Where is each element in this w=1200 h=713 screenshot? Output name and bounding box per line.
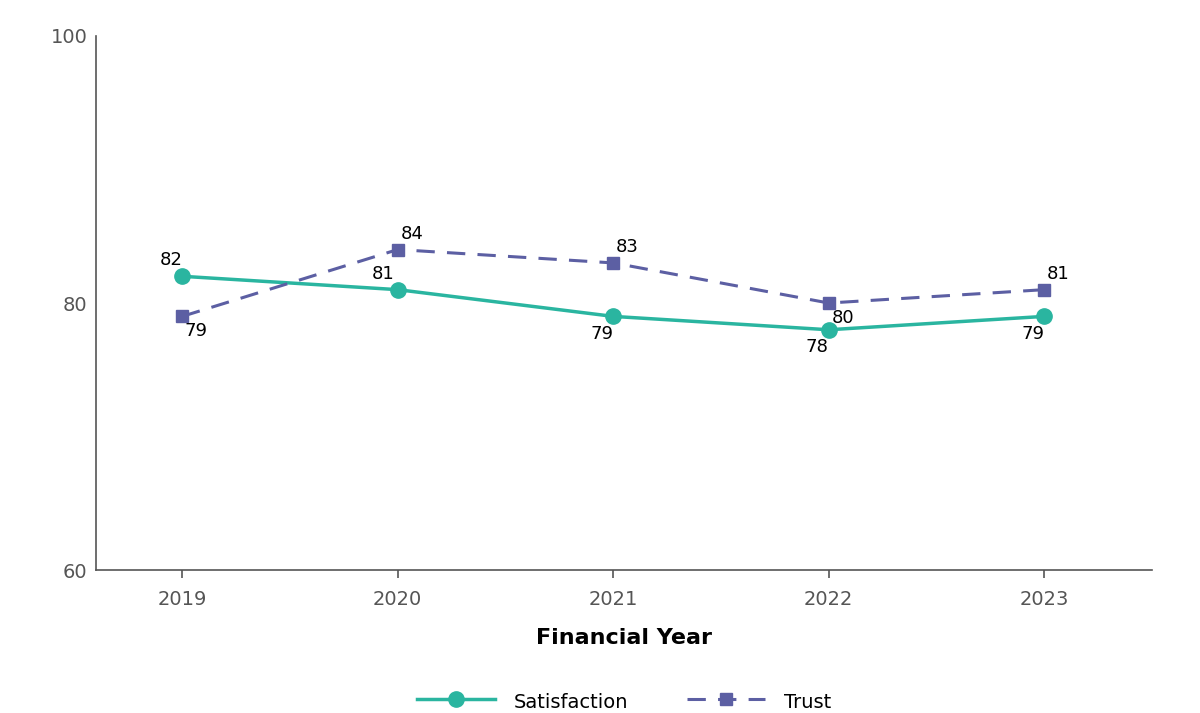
X-axis label: Financial Year: Financial Year	[536, 628, 712, 648]
Text: 79: 79	[185, 322, 208, 340]
Text: 79: 79	[1021, 324, 1044, 343]
Text: 82: 82	[160, 252, 182, 270]
Text: 80: 80	[832, 309, 854, 327]
Legend: Satisfaction, Trust: Satisfaction, Trust	[409, 682, 839, 713]
Text: 79: 79	[590, 324, 613, 343]
Text: 78: 78	[806, 338, 829, 356]
Text: 83: 83	[616, 238, 638, 256]
Text: 84: 84	[401, 225, 424, 242]
Text: 81: 81	[1048, 265, 1069, 283]
Text: 81: 81	[372, 265, 395, 283]
